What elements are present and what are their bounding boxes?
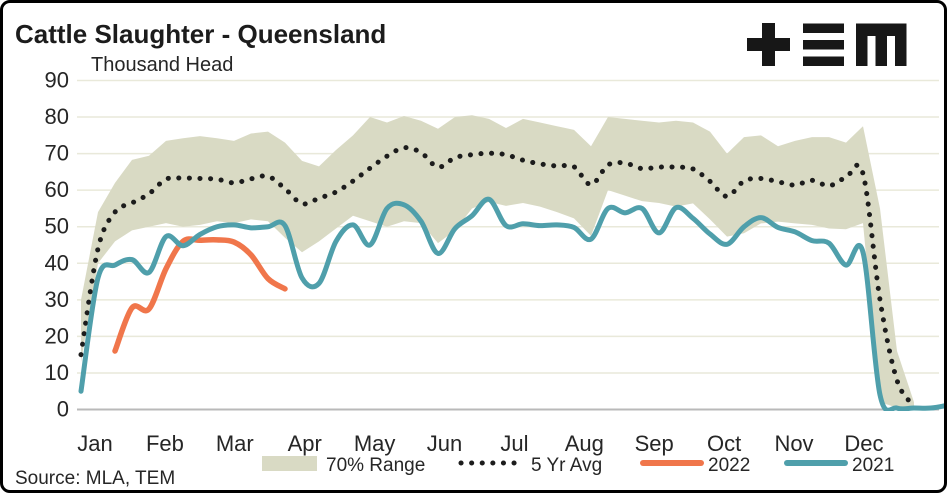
source-note: Source: MLA, TEM xyxy=(15,468,175,489)
cattle-slaughter-chart: 0 10 20 30 40 50 60 70 80 90 Jan Feb Mar Apr May Jun Ju… xyxy=(15,19,944,489)
y-tick-label-70: 70 xyxy=(45,141,69,166)
month-label-nov: Nov xyxy=(774,431,813,456)
unit-label: Thousand Head xyxy=(91,54,233,76)
logo-plus-icon xyxy=(747,38,790,51)
series-2022-line xyxy=(112,236,288,354)
y-tick-label-0: 0 xyxy=(57,397,69,422)
month-label-mar: Mar xyxy=(216,431,254,456)
tem-logo xyxy=(747,23,907,66)
logo-m-icon xyxy=(856,23,907,66)
month-label-oct: Oct xyxy=(707,431,741,456)
legend-avg-label: 5 Yr Avg xyxy=(531,455,602,476)
y-tick-label-20: 20 xyxy=(45,323,69,348)
month-label-apr: Apr xyxy=(288,431,322,456)
month-label-sep: Sep xyxy=(635,431,674,456)
month-label-jun: Jun xyxy=(427,431,462,456)
legend-range-label: 70% Range xyxy=(326,455,425,476)
logo-triple-bar-icon xyxy=(803,56,844,66)
five-yr-avg-line xyxy=(78,145,917,409)
y-axis-labels: 0 10 20 30 40 50 60 70 80 90 xyxy=(45,68,69,422)
series-2021-line xyxy=(78,196,944,411)
legend-range-swatch xyxy=(262,456,317,471)
logo-triple-bar-icon xyxy=(803,23,844,33)
y-tick-label-40: 40 xyxy=(45,250,69,275)
month-label-aug: Aug xyxy=(565,431,604,456)
plot-area xyxy=(78,115,944,411)
legend: 70% Range 5 Yr Avg 2022 2021 xyxy=(262,455,894,476)
month-label-may: May xyxy=(354,431,396,456)
legend-2022-label: 2022 xyxy=(708,455,750,476)
legend-2021-label: 2021 xyxy=(852,455,894,476)
month-label-jan: Jan xyxy=(77,431,112,456)
month-label-jul: Jul xyxy=(500,431,528,456)
chart-title: Cattle Slaughter - Queensland xyxy=(15,19,386,49)
y-tick-label-90: 90 xyxy=(45,68,69,93)
y-tick-label-60: 60 xyxy=(45,177,69,202)
y-tick-label-50: 50 xyxy=(45,214,69,239)
x-axis-labels: Jan Feb Mar Apr May Jun Jul Aug Sep Oct Nov Dec xyxy=(77,431,883,456)
month-label-feb: Feb xyxy=(146,431,184,456)
y-tick-label-30: 30 xyxy=(45,287,69,312)
y-tick-label-10: 10 xyxy=(45,360,69,385)
month-label-dec: Dec xyxy=(844,431,883,456)
range-band-area xyxy=(81,115,914,410)
y-tick-label-80: 80 xyxy=(45,104,69,129)
logo-triple-bar-icon xyxy=(803,40,844,50)
